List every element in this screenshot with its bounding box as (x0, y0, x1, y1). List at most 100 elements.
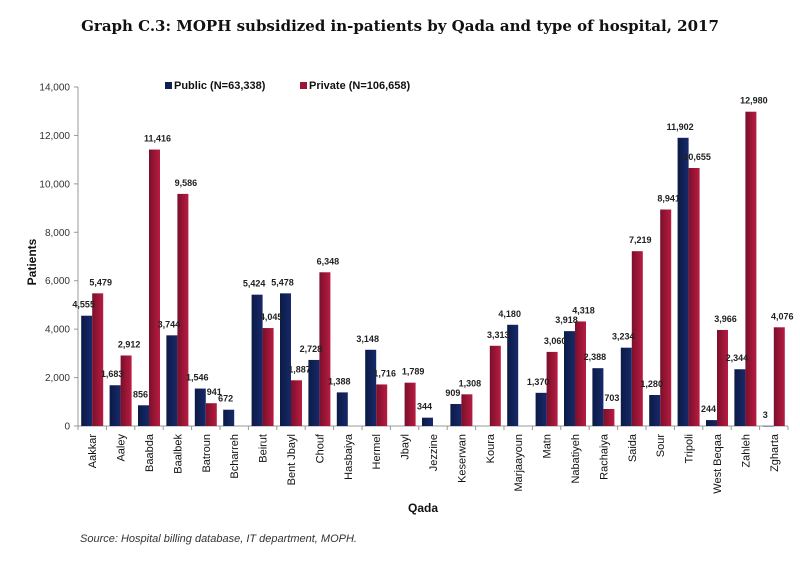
chart-title: Graph C.3: MOPH subsidized in-patients b… (81, 17, 719, 35)
x-tick-label: Aakkar (87, 434, 99, 469)
bar-public (450, 403, 462, 426)
data-label: 11,902 (667, 122, 694, 132)
data-label: 941 (207, 387, 222, 397)
data-label: 4,555 (72, 300, 95, 310)
value-labels: 4,555 1,683 856 3,744 1,546 672 5,424 5,478 2,72… (72, 96, 793, 420)
x-tick-label: Zgharta (769, 433, 781, 472)
y-tick-label: 12,000 (39, 131, 70, 142)
data-label: 3 (763, 410, 768, 420)
x-tick-label: Matn (542, 434, 554, 458)
bar-public (535, 392, 547, 426)
bar-private (376, 384, 388, 426)
x-tick-label: Baabda (144, 433, 156, 472)
bar-private (149, 149, 160, 427)
data-label: 4,076 (771, 311, 794, 321)
data-label: 1,546 (186, 373, 209, 383)
x-tick-label: Aaley (116, 434, 128, 462)
bar-public (336, 392, 348, 426)
data-label: 8,941 (657, 194, 680, 204)
x-tick-label: Beirut (258, 434, 270, 463)
bar-private (461, 394, 473, 426)
bar-private (177, 193, 189, 426)
data-label: 3,313 (487, 330, 510, 340)
y-axis-title: Patients (25, 238, 39, 285)
x-tick-label: Rachaiya (598, 433, 610, 480)
x-tick-label: Keserwan (456, 434, 468, 483)
data-label: 9,586 (175, 178, 198, 188)
data-label: 6,348 (317, 256, 340, 266)
data-label: 703 (604, 393, 619, 403)
bar-public (109, 385, 121, 426)
bar-public (365, 349, 377, 426)
bar-public (280, 293, 291, 426)
data-label: 11,416 (144, 134, 171, 144)
bar-private (489, 345, 501, 426)
data-label: 1,789 (402, 367, 425, 377)
bar-private (92, 293, 104, 426)
data-label: 3,744 (158, 319, 181, 329)
data-label: 672 (218, 394, 233, 404)
bar-public (308, 359, 320, 426)
x-tick-label: Saida (627, 433, 639, 462)
y-axis: 0 2,000 4,000 6,000 8,000 10,000 12,000 14,000 (39, 83, 79, 433)
y-tick-label: 10,000 (39, 179, 70, 190)
bar-public (706, 420, 717, 426)
x-tick-label: Chouf (314, 433, 326, 463)
x-tick-label: Tripoli (684, 434, 696, 464)
data-label: 1,683 (101, 369, 124, 379)
bar-private (205, 403, 217, 426)
y-tick-label: 4,000 (45, 325, 70, 336)
data-label: 10,655 (683, 152, 711, 162)
data-label: 3,966 (714, 314, 737, 324)
bar-private (631, 251, 643, 426)
bar-public (166, 335, 178, 426)
bar-private (575, 321, 586, 426)
bar-public (507, 324, 519, 426)
bar-private (262, 328, 274, 426)
data-label: 7,219 (629, 235, 652, 245)
x-tick-label: Zahleh (740, 434, 752, 468)
data-label: 4,318 (572, 305, 595, 315)
data-label: 3,918 (555, 315, 578, 325)
y-tick-label: 2,000 (45, 373, 70, 384)
bar-private (546, 351, 558, 426)
data-label: 5,479 (89, 277, 112, 287)
x-tick-label: Jbayl (400, 434, 412, 460)
data-label: 1,388 (328, 376, 351, 386)
bar-private (603, 408, 615, 426)
data-label: 3,234 (612, 332, 635, 342)
bar-public (223, 409, 235, 426)
data-label: 3,060 (544, 336, 567, 346)
bar-public (677, 137, 689, 426)
legend-label-public: Public (N=63,338) (174, 80, 266, 92)
bar-public (422, 417, 433, 426)
bar-public (649, 395, 661, 426)
x-tick-label: Batroun (201, 434, 213, 473)
bar-public (251, 294, 263, 426)
bar-private (660, 209, 672, 426)
data-label: 1,716 (373, 368, 396, 378)
x-tick-label: Hermel (371, 434, 383, 469)
bar-private (291, 380, 302, 426)
data-label: 1,370 (527, 377, 550, 387)
bar-public (620, 347, 632, 426)
x-tick-label: Koura (485, 433, 497, 463)
data-label: 4,180 (498, 309, 521, 319)
x-tick-label: Marjaayoun (513, 434, 525, 491)
x-tick-label: Nabatiyeh (570, 434, 582, 484)
y-tick-label: 0 (64, 422, 70, 433)
source-note: Source: Hospital billing database, IT de… (80, 533, 357, 545)
x-tick-label: Bcharreh (229, 434, 241, 479)
x-tick-label: Bent Jbayl (286, 434, 298, 485)
data-label: 5,424 (243, 279, 266, 289)
x-axis-title: Qada (408, 501, 438, 515)
x-tick-label: West Beqaa (712, 433, 724, 494)
x-tick-label: Hasbaiya (343, 433, 355, 480)
data-label: 244 (701, 404, 716, 414)
data-label: 2,912 (118, 339, 141, 349)
data-label: 1,887 (288, 364, 311, 374)
legend: Public (N=63,338) Private (N=106,658) (165, 80, 411, 92)
data-label: 2,344 (726, 353, 749, 363)
y-tick-label: 14,000 (39, 83, 70, 94)
